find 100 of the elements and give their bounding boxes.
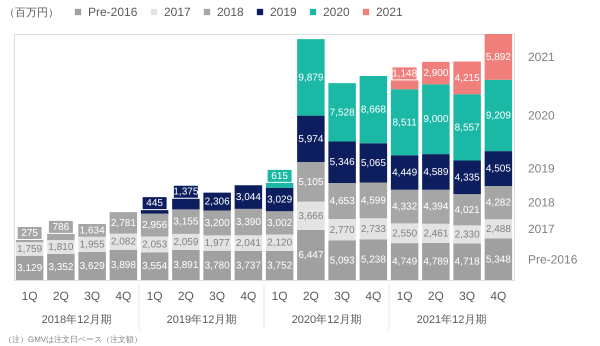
bar: [360, 76, 388, 144]
x-tick-label: 4Q: [365, 289, 382, 303]
text: 2017: [528, 222, 555, 236]
data-label: 2,053: [142, 239, 168, 250]
x-tick-label: 3Q: [209, 289, 226, 303]
data-label: 3,390: [236, 217, 262, 228]
data-label: 4,749: [392, 256, 418, 268]
bar: [328, 141, 356, 183]
data-label: 2,041: [236, 238, 262, 250]
data-label: 4,789: [423, 256, 449, 268]
data-label: 3,666: [298, 210, 324, 222]
bar: [297, 162, 325, 202]
text: 2019年12月期: [166, 314, 236, 326]
data-label: 9,209: [486, 110, 512, 122]
data-label: 2,306: [204, 196, 230, 208]
data-label: 1,375: [173, 186, 199, 198]
data-label: 2,082: [110, 236, 136, 248]
data-label: 5,892: [486, 52, 512, 63]
bar: [297, 116, 325, 162]
legend-label: Pre-2016: [88, 5, 138, 19]
x-tick-label: 2Q: [178, 289, 194, 303]
data-label: 615: [271, 170, 288, 182]
bar: [328, 240, 356, 280]
text: 2021年12月期: [416, 314, 486, 326]
legend-label: 2017: [164, 5, 192, 19]
data-label: 2,733: [360, 224, 386, 235]
data-label: 7,528: [330, 107, 356, 118]
bar: [453, 194, 481, 226]
x-tick-label: 2Q: [302, 289, 319, 303]
data-label: 5,065: [360, 158, 386, 169]
bar: [484, 151, 512, 186]
text: 2020: [528, 108, 555, 122]
data-label: 5,238: [360, 254, 386, 266]
data-label: 3,200: [204, 218, 230, 229]
bar: [360, 143, 388, 183]
text: 2018: [528, 196, 555, 210]
bar: [328, 182, 356, 220]
data-label: 5,105: [298, 176, 324, 188]
data-label: 6,447: [298, 250, 324, 262]
data-label: 4,653: [330, 196, 356, 207]
data-label: 2,770: [330, 224, 356, 236]
data-label: 8,668: [360, 104, 386, 116]
x-tick-label: 3Q: [84, 289, 100, 303]
bar: [484, 80, 512, 152]
data-label: 2,461: [423, 228, 449, 240]
bar: [203, 250, 231, 280]
data-label: 8,557: [454, 122, 480, 134]
text: 2019: [528, 162, 555, 176]
data-label: 3,554: [142, 261, 168, 272]
data-label: 2,059: [173, 236, 199, 248]
legend-label: 2019: [270, 5, 298, 19]
data-label: 9,000: [423, 114, 449, 126]
x-tick-label: 1Q: [22, 289, 38, 303]
x-tick-label: 1Q: [272, 289, 288, 303]
data-label: 5,093: [330, 255, 356, 266]
x-tick-label: 4Q: [490, 289, 506, 303]
x-tick-label: 4Q: [115, 289, 132, 303]
data-label: 4,282: [486, 198, 512, 209]
data-label: 1,634: [80, 225, 106, 236]
x-tick-label: 3Q: [459, 289, 476, 303]
legend-label: 2021: [376, 5, 404, 19]
data-label: 5,348: [486, 254, 512, 266]
bar: [453, 160, 481, 194]
bar: [390, 243, 418, 280]
data-label: 3,155: [173, 216, 199, 228]
data-label: 1,810: [48, 242, 74, 253]
data-label: 786: [52, 222, 70, 233]
data-label: 5,974: [298, 134, 324, 145]
bar: [453, 243, 481, 280]
data-label: 1,955: [80, 239, 106, 250]
bar: [390, 155, 418, 190]
bar: [328, 83, 356, 142]
data-label: 3,780: [204, 260, 230, 272]
bar: [360, 239, 388, 280]
data-label: 2,330: [454, 229, 480, 240]
bar: [266, 250, 294, 280]
data-label: 2,120: [267, 238, 293, 249]
legend-label: 2018: [217, 5, 244, 19]
y-axis-title: （百万円）: [4, 7, 59, 19]
bar: [297, 230, 325, 280]
data-label: 4,332: [392, 202, 418, 213]
data-label: 8,511: [392, 117, 418, 128]
data-label: 4,215: [454, 72, 480, 84]
data-label: 2,956: [142, 220, 168, 232]
data-label: 4,394: [423, 202, 449, 213]
data-label: 3,752: [267, 260, 293, 272]
text: 2020年12月期: [292, 314, 362, 326]
x-tick-label: 3Q: [334, 289, 350, 303]
data-label: 3,129: [17, 262, 43, 274]
bar: [484, 34, 512, 80]
data-label: 3,737: [236, 260, 262, 272]
bar: [422, 84, 450, 154]
data-label: 4,718: [454, 256, 480, 268]
x-tick-label: 2Q: [52, 289, 69, 303]
data-label: 4,599: [360, 195, 386, 206]
bar: [390, 89, 418, 156]
bar: [390, 190, 418, 224]
text: 2021: [528, 50, 555, 64]
bar: [453, 94, 481, 161]
bar: [234, 251, 262, 280]
